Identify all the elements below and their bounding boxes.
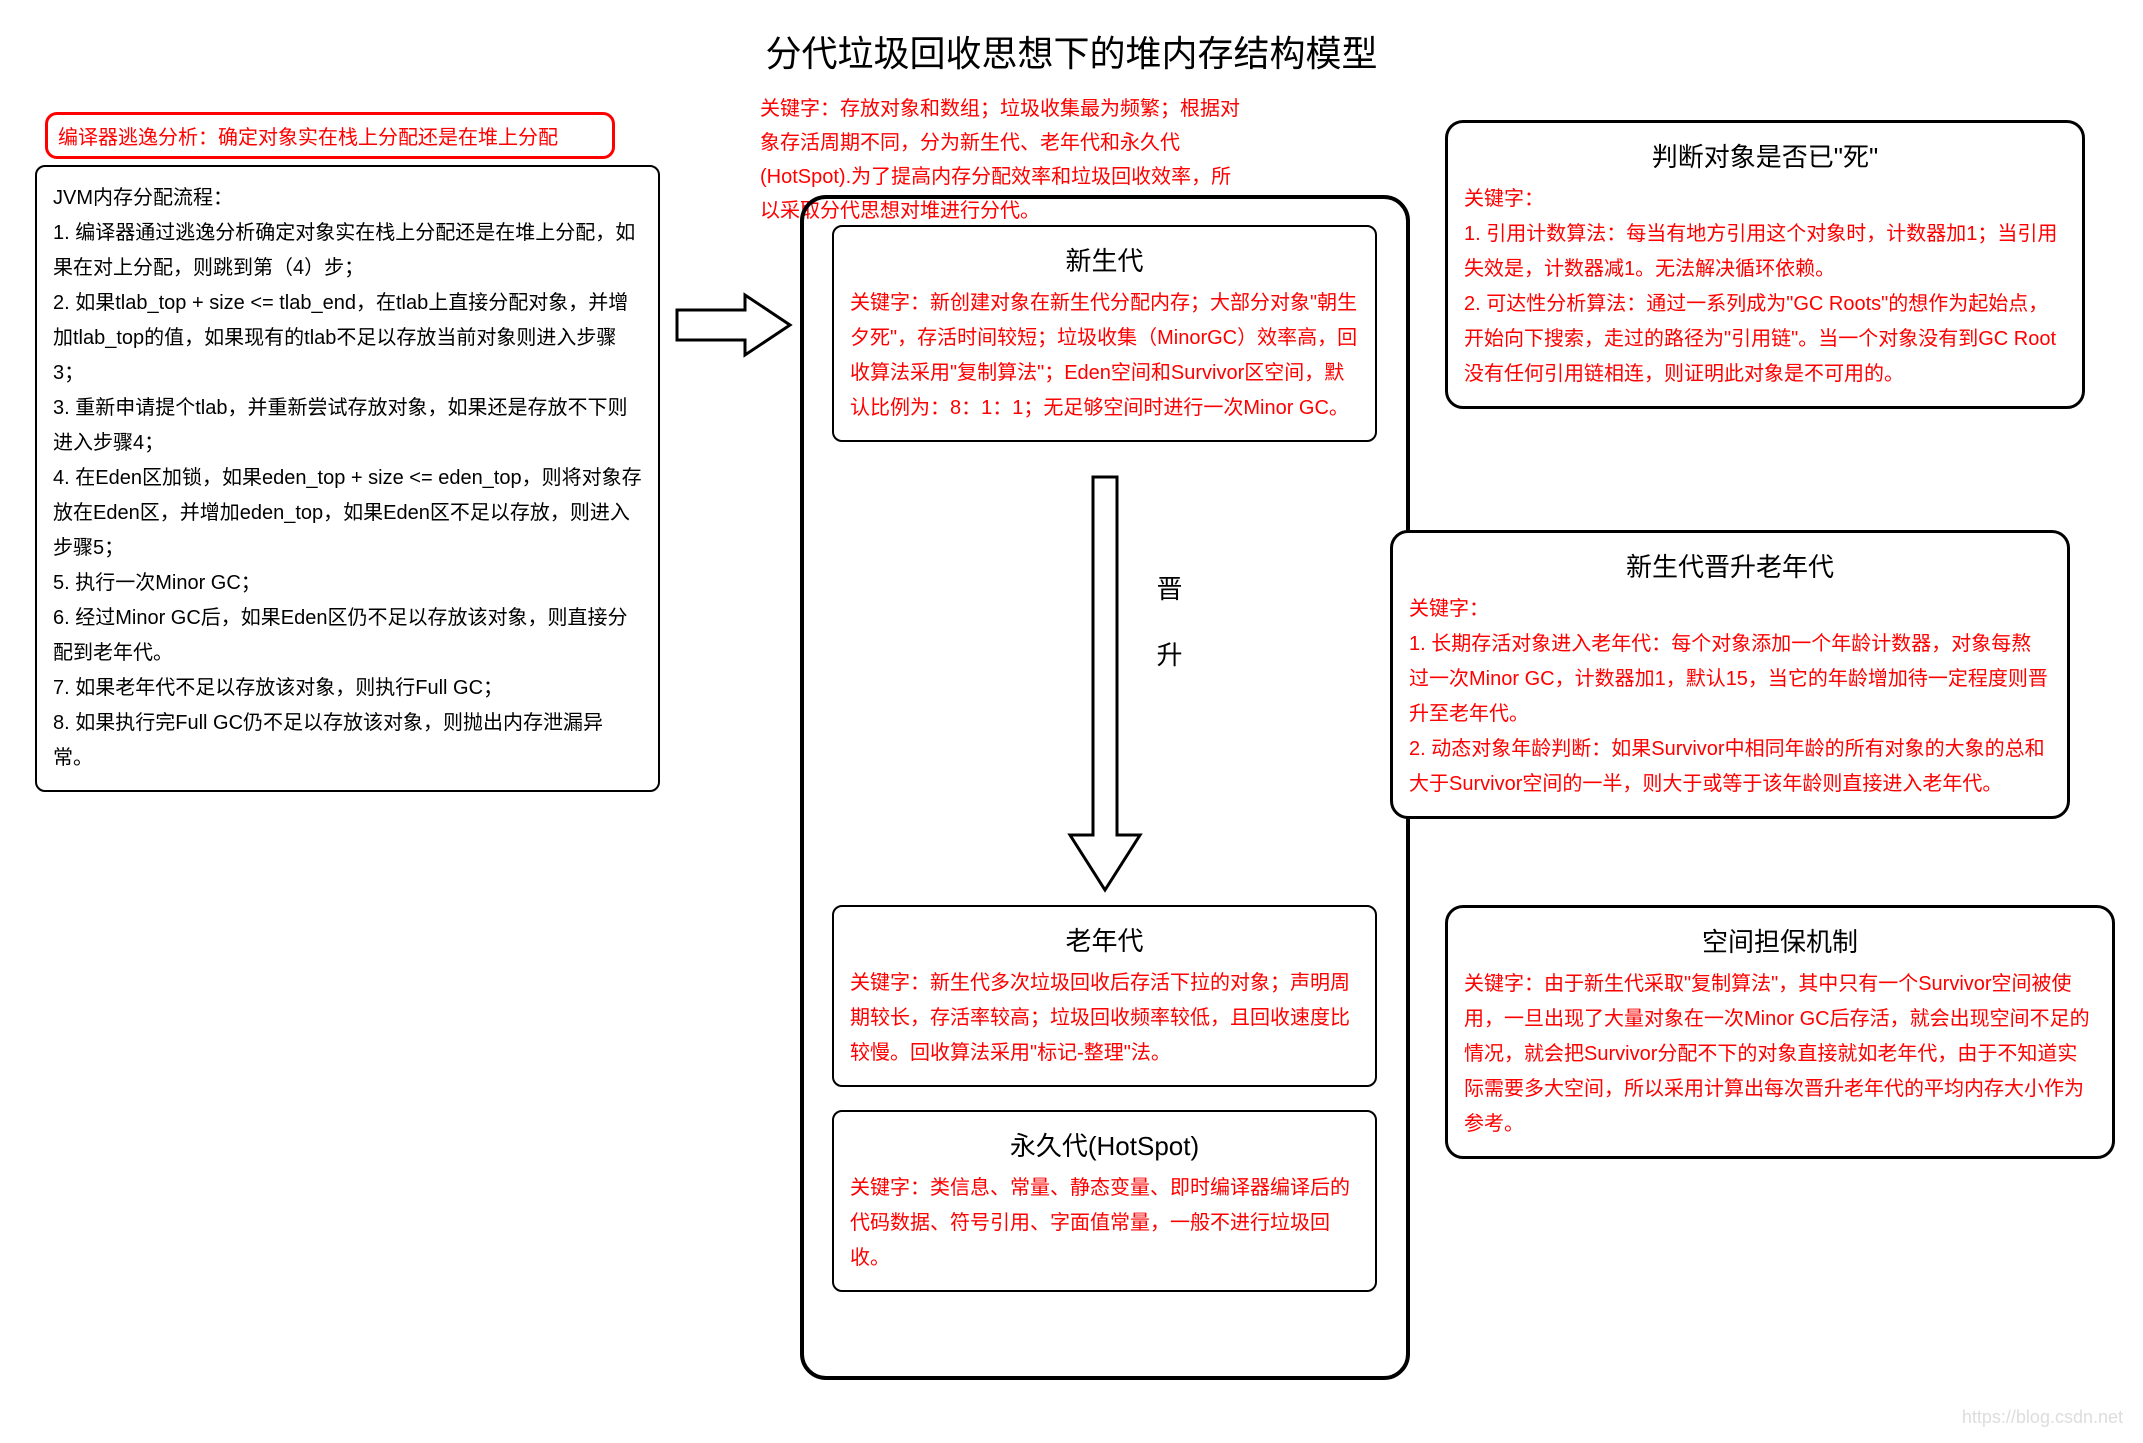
dead-object-body: 关键字： 1. 引用计数算法：每当有地方引用这个对象时，计数器加1；当引用失效是… xyxy=(1464,182,2066,392)
guarantee-title: 空间担保机制 xyxy=(1464,922,2096,959)
promotion-arrow-label: 晋升 xyxy=(1150,575,1187,707)
old-gen-title: 老年代 xyxy=(850,921,1359,958)
perm-gen-body: 关键字：类信息、常量、静态变量、即时编译器编译后的代码数据、符号引用、字面值常量… xyxy=(850,1171,1359,1276)
young-gen-body: 关键字：新创建对象在新生代分配内存；大部分对象"朝生夕死"，存活时间较短；垃圾收… xyxy=(850,286,1359,426)
guarantee-body: 关键字：由于新生代采取"复制算法"，其中只有一个Survivor空间被使用，一旦… xyxy=(1464,967,2096,1142)
perm-gen-box: 永久代(HotSpot) 关键字：类信息、常量、静态变量、即时编译器编译后的代码… xyxy=(832,1110,1377,1292)
guarantee-box: 空间担保机制 关键字：由于新生代采取"复制算法"，其中只有一个Survivor空… xyxy=(1445,905,2115,1159)
watermark: https://blog.csdn.net xyxy=(1962,1407,2123,1428)
young-gen-box: 新生代 关键字：新创建对象在新生代分配内存；大部分对象"朝生夕死"，存活时间较短… xyxy=(832,225,1377,442)
arrow-down-icon xyxy=(1065,475,1145,895)
promotion-box: 新生代晋升老年代 关键字： 1. 长期存活对象进入老年代：每个对象添加一个年龄计… xyxy=(1390,530,2070,819)
page-title: 分代垃圾回收思想下的堆内存结构模型 xyxy=(765,25,1377,77)
old-gen-box: 老年代 关键字：新生代多次垃圾回收后存活下拉的对象；声明周期较长，存活率较高；垃… xyxy=(832,905,1377,1087)
young-gen-title: 新生代 xyxy=(850,241,1359,278)
arrow-right-icon xyxy=(675,290,795,360)
dead-object-title: 判断对象是否已"死" xyxy=(1464,137,2066,174)
promotion-body: 关键字： 1. 长期存活对象进入老年代：每个对象添加一个年龄计数器，对象每熬过一… xyxy=(1409,592,2051,802)
perm-gen-title: 永久代(HotSpot) xyxy=(850,1126,1359,1163)
promotion-title: 新生代晋升老年代 xyxy=(1409,547,2051,584)
jvm-flow-box: JVM内存分配流程： 1. 编译器通过逃逸分析确定对象实在栈上分配还是在堆上分配… xyxy=(35,165,660,792)
dead-object-box: 判断对象是否已"死" 关键字： 1. 引用计数算法：每当有地方引用这个对象时，计… xyxy=(1445,120,2085,409)
escape-analysis-badge: 编译器逃逸分析：确定对象实在栈上分配还是在堆上分配 xyxy=(45,112,615,159)
old-gen-body: 关键字：新生代多次垃圾回收后存活下拉的对象；声明周期较长，存活率较高；垃圾回收频… xyxy=(850,966,1359,1071)
jvm-flow-text: JVM内存分配流程： 1. 编译器通过逃逸分析确定对象实在栈上分配还是在堆上分配… xyxy=(53,181,642,776)
